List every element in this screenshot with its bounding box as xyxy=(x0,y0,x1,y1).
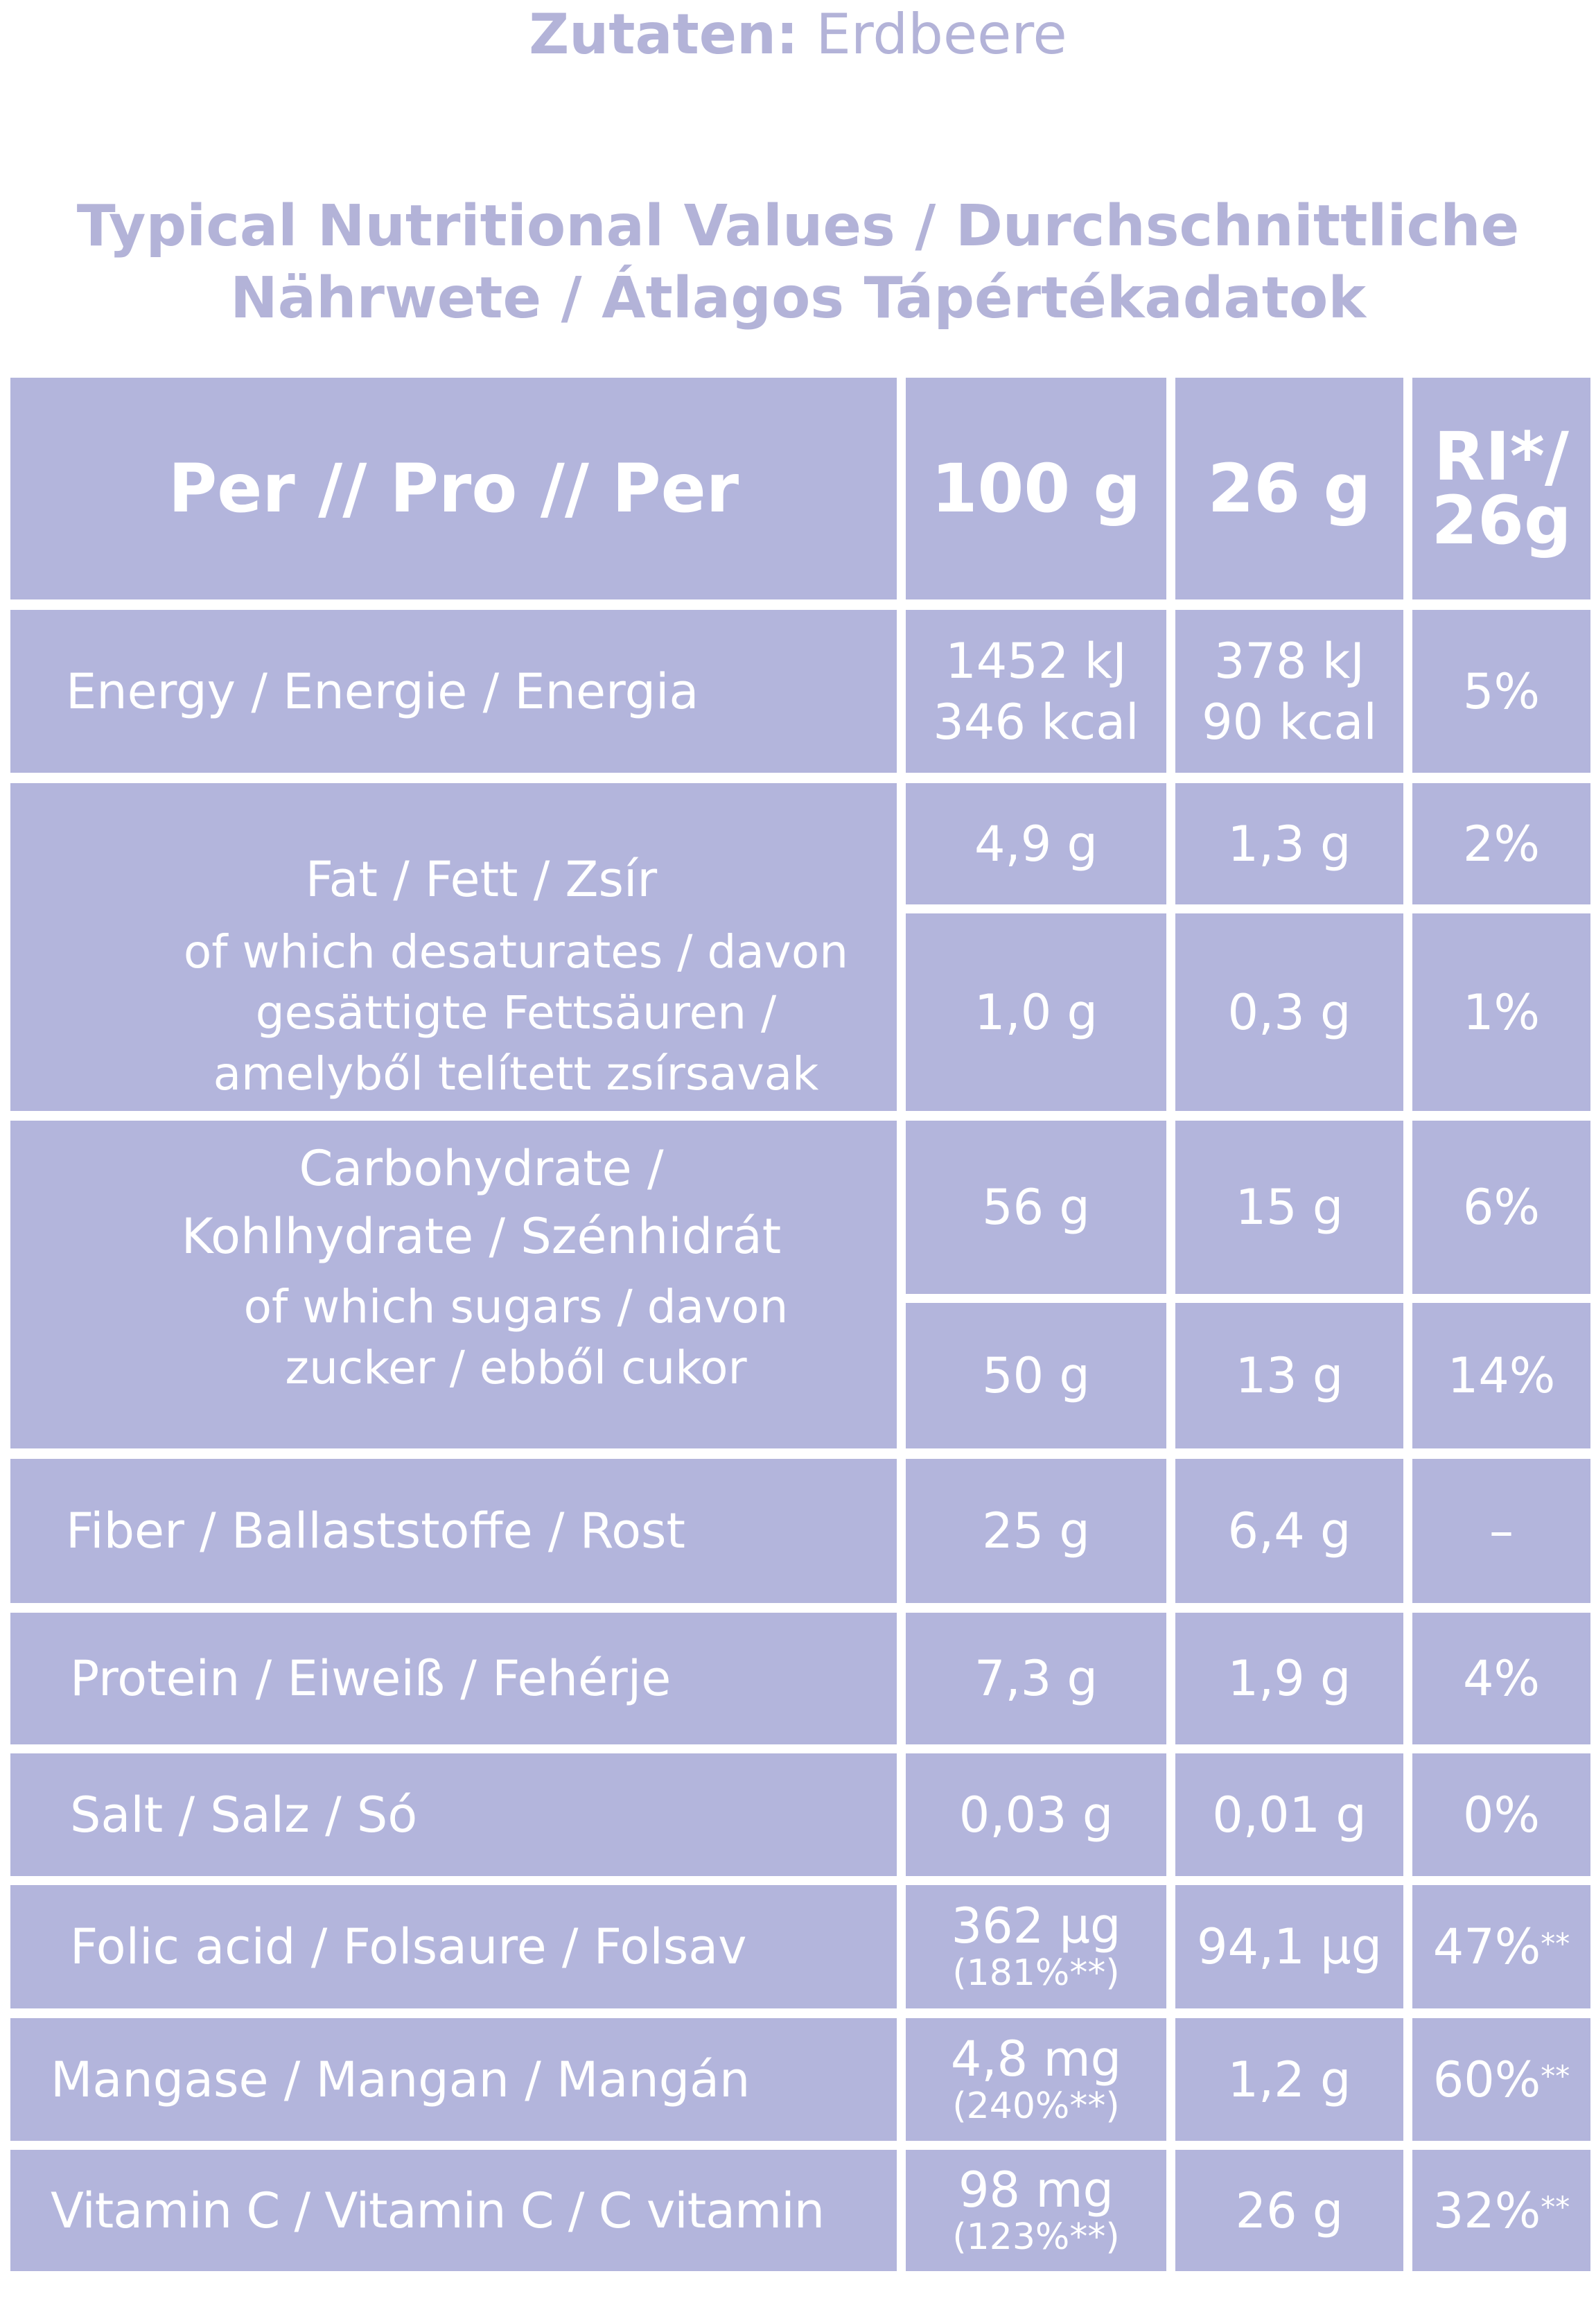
carbs-100g: 56 g xyxy=(906,1121,1166,1294)
vitc-ri: 32% ** xyxy=(1412,2150,1590,2271)
table-title-line2: Nährwete / Átlagos Tápértékadatok xyxy=(230,265,1366,331)
header-ri-line2: 26g xyxy=(1431,482,1572,559)
energy-26g-kj: 378 kJ xyxy=(1213,632,1365,690)
fat-26g: 1,3 g xyxy=(1175,783,1403,904)
energy-100g-kcal: 346 kcal xyxy=(933,693,1139,751)
folic-ri: 47% ** xyxy=(1412,1885,1590,2008)
energy-ri: 5% xyxy=(1412,610,1590,773)
folic-100g: 362 µg (181%**) xyxy=(906,1885,1166,2008)
manganese-100g: 4,8 mg (240%**) xyxy=(906,2018,1166,2141)
header-ri-line1: RI*/ xyxy=(1434,418,1569,496)
fiber-ri: – xyxy=(1412,1459,1590,1603)
fat-100g: 4,9 g xyxy=(906,783,1166,904)
salt-26g: 0,01 g xyxy=(1175,1753,1403,1876)
manganese-ri: 60% ** xyxy=(1412,2018,1590,2141)
vitc-ri-value: 32% xyxy=(1432,2182,1541,2239)
folic-26g: 94,1 µg xyxy=(1175,1885,1403,2008)
sugars-label-line1: of which sugars / davon xyxy=(243,1280,789,1333)
protein-100g: 7,3 g xyxy=(906,1613,1166,1744)
protein-26g: 1,9 g xyxy=(1175,1613,1403,1744)
energy-100g: 1452 kJ 346 kcal xyxy=(906,610,1166,773)
header-26g: 26 g xyxy=(1175,378,1403,599)
manganese-100g-note: (240%**) xyxy=(952,2085,1120,2127)
energy-label: Energy / Energie / Energia xyxy=(10,610,897,773)
vitc-ri-footnote: ** xyxy=(1541,2190,1570,2225)
ingredients-label: Zutaten: xyxy=(529,2,798,67)
folic-ri-footnote: ** xyxy=(1541,1926,1570,1961)
fiber-label: Fiber / Ballaststoffe / Rost xyxy=(10,1459,897,1603)
carbs-26g: 15 g xyxy=(1175,1121,1403,1294)
manganese-26g: 1,2 g xyxy=(1175,2018,1403,2141)
carbs-label-line2: Kohlhydrate / Szénhidrát xyxy=(181,1208,782,1265)
energy-26g: 378 kJ 90 kcal xyxy=(1175,610,1403,773)
sugars-26g: 13 g xyxy=(1175,1303,1403,1448)
folic-100g-note: (181%**) xyxy=(952,1952,1120,1994)
fat-label-cell: Fat / Fett / Zsír of which desaturates /… xyxy=(10,783,897,1111)
vitc-100g: 98 mg (123%**) xyxy=(906,2150,1166,2271)
ingredients-line: Zutaten: Erdbeere xyxy=(0,0,1596,69)
saturates-label-line1: of which desaturates / davon xyxy=(183,925,849,979)
sugars-100g: 50 g xyxy=(906,1303,1166,1448)
folic-100g-value: 362 µg xyxy=(951,1898,1121,1954)
energy-100g-kj: 1452 kJ xyxy=(945,632,1127,690)
fiber-100g: 25 g xyxy=(906,1459,1166,1603)
salt-100g: 0,03 g xyxy=(906,1753,1166,1876)
saturates-ri: 1% xyxy=(1412,913,1590,1111)
manganese-ri-value: 60% xyxy=(1432,2051,1541,2108)
sugars-ri: 14% xyxy=(1412,1303,1590,1448)
fat-ri: 2% xyxy=(1412,783,1590,904)
salt-ri: 0% xyxy=(1412,1753,1590,1876)
fat-label: Fat / Fett / Zsír xyxy=(305,851,658,908)
vitc-100g-value: 98 mg xyxy=(958,2161,1114,2218)
header-ri: RI*/ 26g xyxy=(1412,378,1590,599)
fiber-26g: 6,4 g xyxy=(1175,1459,1403,1603)
table-title: Typical Nutritional Values / Durchschnit… xyxy=(0,191,1596,335)
vitc-26g: 26 g xyxy=(1175,2150,1403,2271)
manganese-100g-value: 4,8 mg xyxy=(950,2030,1122,2087)
carbs-label-line1: Carbohydrate / xyxy=(299,1140,664,1197)
saturates-100g: 1,0 g xyxy=(906,913,1166,1111)
saturates-label-line3: amelyből telített zsírsavak xyxy=(213,1047,819,1101)
salt-label: Salt / Salz / Só xyxy=(10,1753,897,1876)
saturates-label-line2: gesättigte Fettsäuren / xyxy=(255,986,777,1040)
carbs-ri: 6% xyxy=(1412,1121,1590,1294)
table-title-line1: Typical Nutritional Values / Durchschnit… xyxy=(76,193,1520,259)
protein-label: Protein / Eiweiß / Fehérje xyxy=(10,1613,897,1744)
carbs-label-cell: Carbohydrate / Kohlhydrate / Szénhidrát … xyxy=(10,1121,897,1448)
folic-label: Folic acid / Folsaure / Folsav xyxy=(10,1885,897,2008)
saturates-26g: 0,3 g xyxy=(1175,913,1403,1111)
vitc-100g-note: (123%**) xyxy=(952,2216,1120,2258)
header-100g: 100 g xyxy=(906,378,1166,599)
manganese-ri-footnote: ** xyxy=(1541,2059,1570,2094)
energy-26g-kcal: 90 kcal xyxy=(1202,693,1377,751)
header-per: Per // Pro // Per xyxy=(10,378,897,599)
vitc-label: Vitamin C / Vitamin C / C vitamin xyxy=(10,2150,897,2271)
protein-ri: 4% xyxy=(1412,1613,1590,1744)
folic-ri-value: 47% xyxy=(1432,1918,1541,1975)
ingredients-value: Erdbeere xyxy=(816,2,1067,67)
sugars-label-line2: zucker / ebből cukor xyxy=(285,1341,747,1394)
manganese-label: Mangase / Mangan / Mangán xyxy=(10,2018,897,2141)
